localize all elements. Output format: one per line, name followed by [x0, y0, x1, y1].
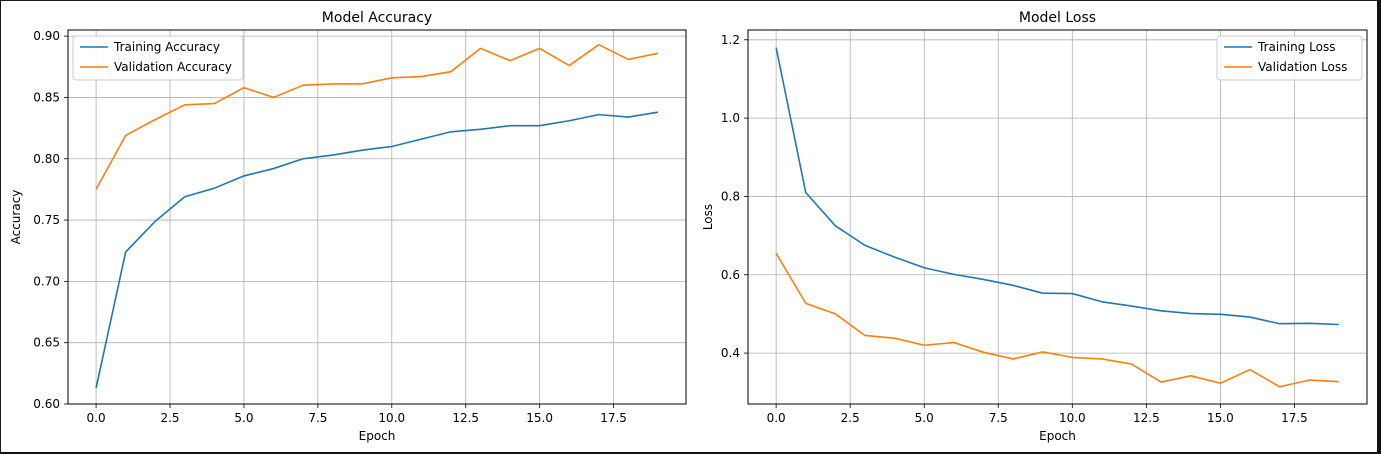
accuracy-axes-frame	[67, 29, 687, 405]
accuracy-ytick-label: 0.80	[33, 152, 60, 166]
loss-xtick-label: 0.0	[767, 411, 786, 425]
accuracy-chart: 0.0 2.5 5.0 7.5 10.0 12.5 15.0 17.5 0.60 0.65 0.70…	[9, 10, 687, 443]
loss-ytick-label: 1.0	[721, 111, 740, 125]
accuracy-ytick-label: 0.60	[33, 397, 60, 411]
loss-chart: 0.0 2.5 5.0 7.5 10.0 12.5 15.0 17.5 0.4 0.6 0.8 1.0…	[701, 10, 1368, 443]
accuracy-legend: Training Accuracy Validation Accuracy	[72, 35, 244, 81]
accuracy-ytick-label: 0.70	[33, 274, 60, 288]
accuracy-legend-label-training: Training Accuracy	[113, 40, 220, 54]
accuracy-xtick-label: 0.0	[87, 411, 106, 425]
accuracy-ytick-label: 0.65	[33, 336, 60, 350]
loss-xtick-label: 7.5	[989, 411, 1008, 425]
accuracy-ylabel: Accuracy	[9, 190, 23, 245]
loss-legend-label-validation: Validation Loss	[1258, 60, 1347, 74]
loss-grid	[748, 30, 1367, 404]
accuracy-xtick-label: 2.5	[160, 411, 179, 425]
accuracy-xtick-label: 12.5	[452, 411, 479, 425]
loss-xtick-label: 10.0	[1059, 411, 1086, 425]
loss-xlabel: Epoch	[1039, 429, 1076, 443]
accuracy-ticks: 0.0 2.5 5.0 7.5 10.0 12.5 15.0 17.5 0.60 0.65 0.70…	[33, 29, 627, 425]
loss-ytick-label: 0.8	[721, 189, 740, 203]
loss-xtick-label: 15.0	[1207, 411, 1234, 425]
loss-ytick-label: 0.4	[721, 346, 740, 360]
accuracy-xtick-label: 7.5	[308, 411, 327, 425]
accuracy-series-lines	[95, 43, 659, 389]
loss-series-training-line	[775, 47, 1339, 326]
accuracy-series-validation-line	[95, 43, 659, 190]
loss-ticks: 0.0 2.5 5.0 7.5 10.0 12.5 15.0 17.5 0.4 0.6 0.8 1.0…	[721, 33, 1308, 425]
accuracy-xtick-label: 15.0	[526, 411, 553, 425]
loss-xtick-label: 5.0	[915, 411, 934, 425]
accuracy-xtick-label: 10.0	[378, 411, 405, 425]
accuracy-ytick-label: 0.90	[33, 29, 60, 43]
accuracy-ytick-label: 0.85	[33, 90, 60, 104]
accuracy-title: Model Accuracy	[322, 10, 432, 26]
loss-legend: Training Loss Validation Loss	[1216, 35, 1363, 81]
loss-title: Model Loss	[1019, 10, 1096, 26]
loss-ylabel: Loss	[701, 204, 715, 230]
loss-xtick-label: 2.5	[841, 411, 860, 425]
loss-xtick-label: 17.5	[1281, 411, 1308, 425]
loss-axes-frame	[747, 29, 1368, 405]
loss-ytick-label: 0.6	[721, 268, 740, 282]
accuracy-xtick-label: 5.0	[234, 411, 253, 425]
loss-legend-box	[1216, 35, 1363, 81]
accuracy-ytick-label: 0.75	[33, 213, 60, 227]
loss-series-validation-line	[775, 252, 1339, 388]
loss-legend-label-training: Training Loss	[1257, 40, 1335, 54]
loss-series-lines	[775, 47, 1339, 388]
accuracy-xtick-label: 17.5	[600, 411, 627, 425]
accuracy-legend-box	[72, 35, 244, 81]
accuracy-xlabel: Epoch	[359, 429, 396, 443]
accuracy-series-training-line	[95, 111, 659, 389]
accuracy-legend-label-validation: Validation Accuracy	[114, 60, 232, 74]
loss-ytick-label: 1.2	[721, 33, 740, 47]
loss-xtick-label: 12.5	[1133, 411, 1160, 425]
